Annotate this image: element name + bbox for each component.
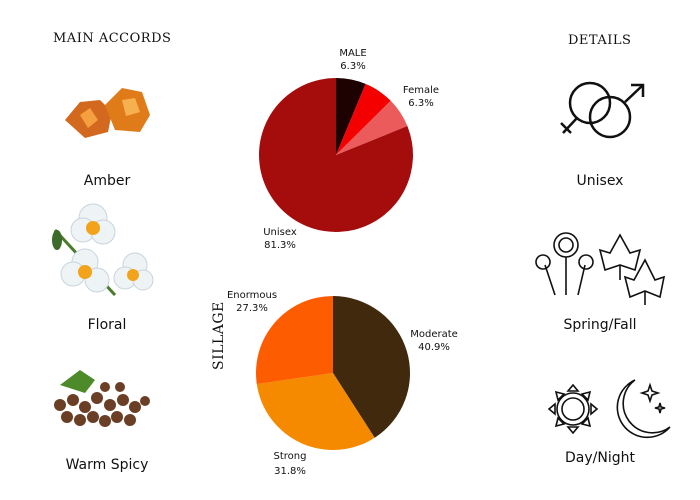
pie-label-unisex: Unisex 81.3% xyxy=(263,227,297,251)
pie-slice-male xyxy=(336,78,366,155)
pie-slice-strong xyxy=(256,373,375,451)
pie-label-female: Female 6.3% xyxy=(402,85,440,109)
gender-symbols-icon xyxy=(560,81,645,139)
amber-image xyxy=(65,88,150,138)
pie-label-male: MALE 6.3% xyxy=(339,48,367,72)
pie-slice-moderate xyxy=(333,296,411,438)
pie-label-enormous: Enormous 27.3% xyxy=(226,290,278,314)
detail-label: Spring/Fall xyxy=(563,317,637,333)
accord-label: Amber xyxy=(83,173,131,189)
accord-label: Warm Spicy xyxy=(65,457,149,473)
main-accords-heading: MAIN ACCORDS xyxy=(53,31,172,46)
narcissus-flower-image xyxy=(52,203,154,297)
pie-slice-female xyxy=(336,100,408,155)
detail-label: Unisex xyxy=(576,173,624,189)
sun-moon-icon xyxy=(547,379,671,439)
detail-label: Day/Night xyxy=(565,450,635,466)
pie-slice-unlabeled xyxy=(336,83,391,155)
pie-label-moderate: Moderate 40.9% xyxy=(410,329,458,353)
accord-label: Floral xyxy=(87,317,127,333)
allspice-image xyxy=(54,370,150,427)
pie-slice-unisex xyxy=(259,78,414,232)
details-heading: DETAILS xyxy=(568,33,632,48)
pie-slice-enormous xyxy=(256,296,333,385)
flowers-leaves-icon xyxy=(535,232,666,305)
pie-label-strong: Strong 31.8% xyxy=(273,451,307,477)
